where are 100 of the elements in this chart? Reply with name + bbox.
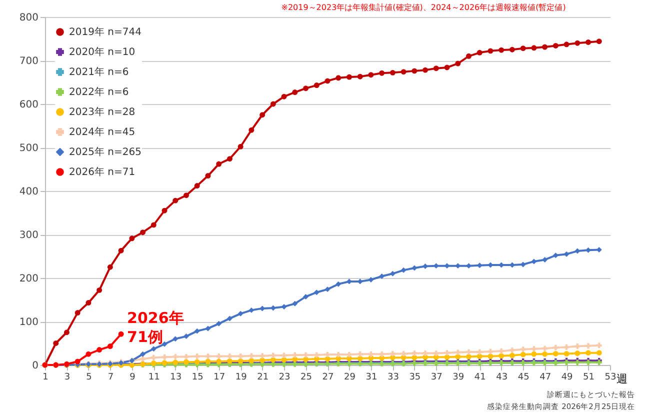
point bbox=[574, 40, 580, 46]
point bbox=[390, 270, 396, 276]
x-tick-label: 49 bbox=[561, 372, 574, 382]
point bbox=[466, 349, 472, 355]
point bbox=[336, 281, 342, 287]
legend-label: 2022年 n=6 bbox=[69, 86, 129, 98]
x-tick-label: 17 bbox=[214, 372, 226, 382]
point bbox=[390, 70, 396, 76]
x-tick-label: 37 bbox=[430, 372, 442, 382]
point bbox=[226, 354, 232, 360]
point bbox=[184, 192, 189, 198]
point bbox=[150, 354, 156, 360]
point bbox=[509, 347, 515, 353]
x-tick-label: 45 bbox=[518, 372, 530, 382]
point bbox=[444, 64, 450, 70]
point bbox=[140, 230, 146, 236]
point bbox=[194, 328, 200, 334]
x-tick-label: 27 bbox=[322, 372, 334, 382]
point bbox=[86, 300, 92, 306]
point bbox=[260, 353, 266, 359]
point bbox=[205, 354, 211, 360]
point bbox=[422, 67, 428, 73]
point bbox=[74, 358, 80, 364]
point bbox=[476, 349, 482, 355]
point bbox=[433, 350, 439, 356]
point bbox=[96, 287, 102, 293]
point bbox=[248, 358, 254, 364]
x-tick-label: 19 bbox=[235, 372, 248, 382]
point bbox=[368, 72, 374, 78]
point bbox=[172, 336, 178, 342]
point bbox=[324, 286, 330, 292]
x-tick-label: 5 bbox=[86, 372, 92, 382]
y-tick-label: 300 bbox=[19, 230, 38, 241]
x-axis-title: 週 bbox=[616, 372, 628, 386]
point bbox=[379, 274, 385, 279]
x-tick-label: 51 bbox=[583, 372, 594, 382]
point bbox=[118, 248, 124, 254]
point bbox=[368, 351, 374, 357]
point bbox=[400, 69, 406, 75]
text: ※2019～2023年は年報集計値(確定値)、2024～2026年は週報速報値(暫定値) bbox=[281, 3, 566, 12]
point bbox=[86, 351, 92, 357]
x-tick-label: 35 bbox=[409, 372, 421, 382]
point bbox=[368, 277, 374, 282]
point bbox=[238, 144, 244, 150]
point bbox=[96, 347, 102, 353]
point bbox=[455, 354, 461, 360]
point bbox=[324, 78, 330, 84]
annotation: 2026年 71例 bbox=[127, 309, 184, 346]
point bbox=[314, 82, 320, 88]
point bbox=[552, 344, 558, 350]
x-tick-label: 23 bbox=[278, 372, 290, 382]
point bbox=[74, 310, 80, 316]
point bbox=[444, 350, 450, 356]
point bbox=[184, 334, 189, 340]
point bbox=[260, 112, 266, 118]
point bbox=[260, 357, 266, 363]
legend-label: 2020年 n=10 bbox=[69, 46, 136, 58]
y-tick-label: 100 bbox=[19, 317, 38, 328]
point bbox=[531, 258, 537, 264]
point bbox=[466, 263, 472, 269]
x-tick-label: 31 bbox=[366, 372, 378, 382]
point bbox=[216, 320, 222, 326]
x-tick-label: 25 bbox=[300, 372, 312, 382]
point bbox=[107, 344, 113, 350]
x-tick-label: 53 bbox=[604, 372, 616, 382]
point bbox=[531, 45, 537, 51]
point bbox=[542, 351, 548, 357]
x-tick-label: 11 bbox=[148, 372, 160, 382]
point bbox=[162, 341, 168, 347]
x-tick-label: 29 bbox=[344, 372, 356, 382]
point bbox=[248, 127, 254, 133]
point bbox=[520, 46, 526, 52]
point bbox=[379, 351, 385, 357]
point bbox=[476, 354, 482, 360]
point bbox=[281, 352, 287, 358]
legend-label: 2024年 n=45 bbox=[69, 126, 136, 138]
y-tick-label: 400 bbox=[19, 186, 38, 198]
point bbox=[270, 101, 276, 107]
point bbox=[205, 173, 211, 179]
point bbox=[129, 236, 135, 242]
point bbox=[226, 156, 232, 162]
point bbox=[150, 346, 156, 352]
y-tick-label: 800 bbox=[19, 12, 38, 24]
point bbox=[488, 48, 494, 54]
point bbox=[542, 346, 548, 352]
point bbox=[552, 350, 558, 356]
x-tick-label: 15 bbox=[192, 372, 204, 382]
point bbox=[390, 350, 396, 356]
y-tick-label: 200 bbox=[19, 274, 38, 284]
point bbox=[476, 50, 482, 56]
x-tick-label: 3 bbox=[64, 372, 70, 382]
point bbox=[574, 350, 580, 356]
point bbox=[455, 350, 461, 356]
point bbox=[303, 356, 309, 362]
point bbox=[336, 75, 342, 81]
legend-label: 2023年 n=28 bbox=[69, 106, 136, 118]
point bbox=[498, 47, 504, 53]
point bbox=[162, 208, 168, 214]
point bbox=[564, 344, 570, 350]
point bbox=[162, 354, 168, 360]
